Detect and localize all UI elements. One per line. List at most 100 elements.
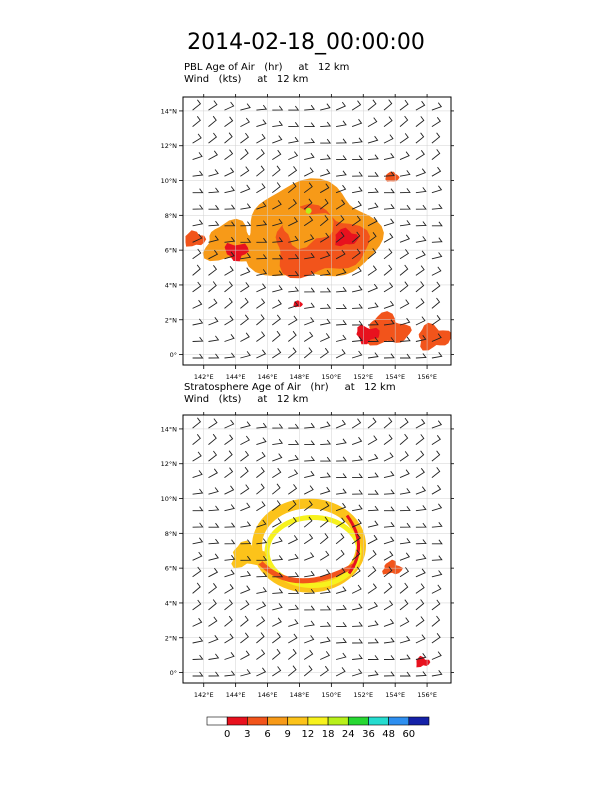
wind-barb [415,568,426,578]
wind-barb [351,248,361,260]
wind-barb [399,599,409,611]
x-tick-label: 144°E [226,373,246,381]
wind-barb [256,437,267,446]
x-tick-label: 148°E [290,373,310,381]
wind-barb [431,420,443,429]
wind-barb [415,187,427,194]
x-tick-label: 156°E [417,691,437,699]
wind-barb [192,617,203,627]
x-tick-label: 150°E [321,691,341,699]
wind-barb [336,120,347,128]
wind-barb [304,552,315,561]
wind-barb [240,166,250,177]
wind-barb [208,353,220,359]
wind-barb [399,234,411,243]
wind-barb [224,467,234,478]
wind-barb [384,188,395,194]
wind-barb [415,298,425,309]
wind-barb [304,605,316,611]
wind-barb [351,231,361,243]
wind-barb [304,104,316,111]
wind-barb [367,601,379,611]
wind-barb [303,516,313,528]
wind-barb [272,518,282,528]
wind-barb [431,266,442,276]
wind-barb [367,187,379,194]
wind-barb [367,520,379,528]
wind-barb [240,484,250,495]
wind-barb [304,620,315,627]
wind-barb [240,539,252,545]
wind-barb [272,453,283,462]
wind-barb [288,105,300,111]
wind-barb [272,617,282,627]
wind-barb [415,100,426,111]
wind-barb [415,132,425,144]
wind-barb [224,485,235,495]
wind-barb [352,654,363,660]
wind-barb [431,555,443,561]
wind-barb [224,652,235,660]
wind-barb [256,483,265,495]
wind-barb [431,132,441,144]
wind-barb [336,456,347,462]
wind-barb [256,149,265,160]
wind-barb [399,281,409,293]
wind-barb [288,330,297,342]
wind-barb [415,116,425,127]
colorbar-swatch [247,716,268,726]
wind-barb [415,434,425,445]
wind-barb [304,317,315,326]
wind-barb [399,220,411,227]
wind-barb [288,572,300,578]
wind-barb [383,522,395,528]
wind-barb [415,236,427,243]
wind-barb [224,419,235,429]
wind-barb [224,101,235,111]
wind-barb [272,182,281,194]
wind-barb [288,619,299,627]
wind-barb [208,204,220,210]
wind-barb [208,599,217,611]
colorbar-swatch [388,716,410,726]
wind-barb [208,522,220,528]
wind-barb [192,219,204,227]
wind-barb [208,298,218,309]
colorbar-swatch [267,716,289,726]
wind-barb [256,467,265,478]
wind-barb [192,152,203,161]
wind-barb [336,622,347,627]
wind-barb [335,349,346,359]
colorbar-label: 6 [264,729,270,740]
wind-barb [272,165,281,177]
wind-barb [224,584,234,594]
wind-barb [319,533,329,545]
wind-barb [288,347,297,359]
colorbar-swatch [307,716,329,726]
wind-barb [383,637,395,644]
wind-barb [240,184,251,194]
wind-barb [352,320,363,326]
wind-barb [272,483,281,495]
wind-barb [335,215,345,227]
wind-barb [415,265,425,276]
wind-barb [272,438,284,446]
wind-barb [383,671,395,677]
wind-barb [351,668,363,677]
wind-barb [400,353,411,359]
wind-barb [383,655,395,660]
wind-barb [335,517,346,528]
wind-barb [351,518,362,528]
wind-barb [415,335,427,342]
wind-barb [208,450,218,462]
wind-barb [399,170,411,177]
wind-barb [256,632,265,644]
wind-barb [303,485,314,495]
wind-barb [224,334,235,342]
wind-barb [431,315,441,326]
x-tick-label: 152°E [353,373,373,381]
wind-barb [383,618,395,627]
wind-barb [320,486,331,495]
wind-barb [351,350,363,359]
wind-barb [352,186,363,194]
